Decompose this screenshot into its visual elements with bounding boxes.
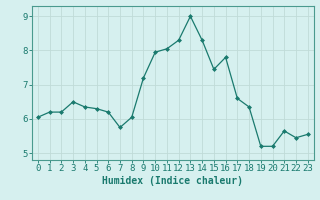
X-axis label: Humidex (Indice chaleur): Humidex (Indice chaleur)	[102, 176, 243, 186]
